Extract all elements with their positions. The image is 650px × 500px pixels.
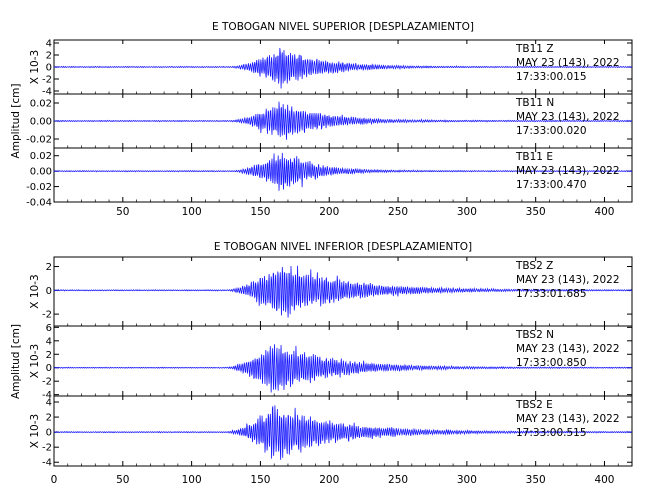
y-tick-label: -2: [42, 377, 52, 388]
station-label: TB11 Z: [515, 43, 554, 55]
station-label: TB11 E: [515, 151, 553, 163]
date-label: MAY 23 (143), 2022: [516, 343, 620, 355]
y-tick-label: 0: [46, 63, 52, 74]
time-label: 17:33:00.015: [516, 71, 587, 83]
y-axis-label: Amplitud [cm]: [10, 324, 22, 399]
y-tick-label: -0.02: [26, 135, 52, 146]
panel-tb11-n: 0.02 0.00 -0.02 TB11 N MAY 23 (143), 2022 17:…: [26, 93, 633, 149]
seismic-trace: [53, 47, 633, 89]
scale-factor-label: X 10-3: [29, 344, 41, 378]
x-tick-label: 300: [457, 474, 477, 486]
seismic-trace: [53, 265, 633, 318]
time-label: 17:33:00.515: [516, 427, 587, 439]
y-tick-label: -4: [42, 390, 52, 401]
date-label: MAY 23 (143), 2022: [516, 57, 620, 69]
x-tick-label: 150: [250, 206, 270, 218]
date-label: MAY 23 (143), 2022: [516, 274, 620, 286]
y-tick-label: 0: [46, 363, 52, 374]
seismic-trace: [53, 344, 633, 393]
y-tick-label: 6: [46, 323, 52, 334]
chart-title: E TOBOGAN NIVEL INFERIOR [DESPLAZAMIENTO…: [214, 241, 472, 253]
time-label: 17:33:00.020: [516, 125, 587, 137]
y-tick-label: -2: [42, 443, 52, 454]
seismic-trace: [53, 152, 633, 191]
date-label: MAY 23 (143), 2022: [516, 111, 620, 123]
y-tick-label: 4: [46, 39, 52, 50]
scale-factor-label: X 10-3: [29, 50, 41, 84]
y-tick-label: 2: [46, 413, 52, 424]
x-tick-label: 250: [388, 474, 408, 486]
y-axis-label: Amplitud [cm]: [10, 84, 22, 159]
time-label: 17:33:01.685: [516, 288, 587, 300]
date-label: MAY 23 (143), 2022: [516, 413, 620, 425]
x-tick-label: 400: [594, 206, 614, 218]
y-tick-label: -2: [42, 75, 52, 86]
time-label: 17:33:00.470: [516, 179, 587, 191]
y-tick-label: -0.04: [26, 198, 52, 209]
station-label: TBS2 N: [515, 329, 554, 341]
y-tick-label: 0.00: [30, 117, 52, 128]
x-tick-label: 250: [388, 206, 408, 218]
x-tick-label: 50: [116, 206, 129, 218]
x-tick-label: 200: [319, 474, 339, 486]
panel-tb11-z: 420-2-4X 10-3 TB11 Z MAY 23 (143), 2022 17:…: [29, 39, 633, 98]
panel-tb11-e: 0.02 0.00 -0.02 -0.04 TB11 E MAY 23 (143), 20…: [26, 147, 633, 209]
panel-tbs2-z: 2 0 -2X 10-3 TBS2 Z MAY 23 (143), 2022 17:33:…: [29, 256, 633, 327]
x-tick-label: 150: [250, 474, 270, 486]
y-tick-label: 4: [46, 398, 52, 409]
y-tick-label: 0.00: [30, 167, 52, 178]
date-label: MAY 23 (143), 2022: [516, 165, 620, 177]
y-tick-label: -4: [42, 458, 52, 469]
panel-tbs2-e: 4 2 0 -2 -4X 10-3 TBS2 E MAY 23 (143), 2022 17:…: [29, 395, 633, 469]
y-tick-label: 2: [46, 51, 52, 62]
y-tick-label: -2: [42, 310, 52, 321]
scale-factor-label: X 10-3: [29, 274, 41, 308]
seismic-trace: [54, 101, 633, 140]
scale-factor-label: X 10-3: [29, 414, 41, 448]
station-label: TBS2 E: [515, 399, 553, 411]
x-tick-label: 50: [116, 474, 129, 486]
y-tick-label: 0.02: [30, 151, 52, 162]
x-tick-label: 0: [51, 474, 58, 486]
y-tick-label: -0.02: [26, 182, 52, 193]
x-tick-label: 400: [594, 474, 614, 486]
chart-title: E TOBOGAN NIVEL SUPERIOR [DESPLAZAMIENTO…: [212, 21, 474, 33]
x-tick-label: 350: [526, 206, 546, 218]
station-label: TBS2 Z: [515, 260, 553, 272]
y-tick-label: 0: [46, 286, 52, 297]
time-label: 17:33:00.850: [516, 357, 587, 369]
y-tick-label: 4: [46, 336, 52, 347]
station-label: TB11 N: [515, 97, 554, 109]
seismic-trace: [53, 405, 633, 460]
y-tick-label: 0.02: [30, 99, 52, 110]
y-tick-label: 0: [46, 428, 52, 439]
x-tick-label: 350: [526, 474, 546, 486]
panel-tbs2-n: 6 4 2 0 -2 -4 X 10-3 TBS2 N MAY 23 (143), 2022 17…: [29, 323, 633, 401]
x-tick-label: 300: [457, 206, 477, 218]
x-tick-label: 100: [182, 206, 202, 218]
y-tick-label: -4: [42, 87, 52, 98]
y-tick-label: 2: [46, 350, 52, 361]
x-tick-label: 100: [182, 474, 202, 486]
x-tick-label: 200: [319, 206, 339, 218]
y-tick-label: 2: [46, 262, 52, 273]
